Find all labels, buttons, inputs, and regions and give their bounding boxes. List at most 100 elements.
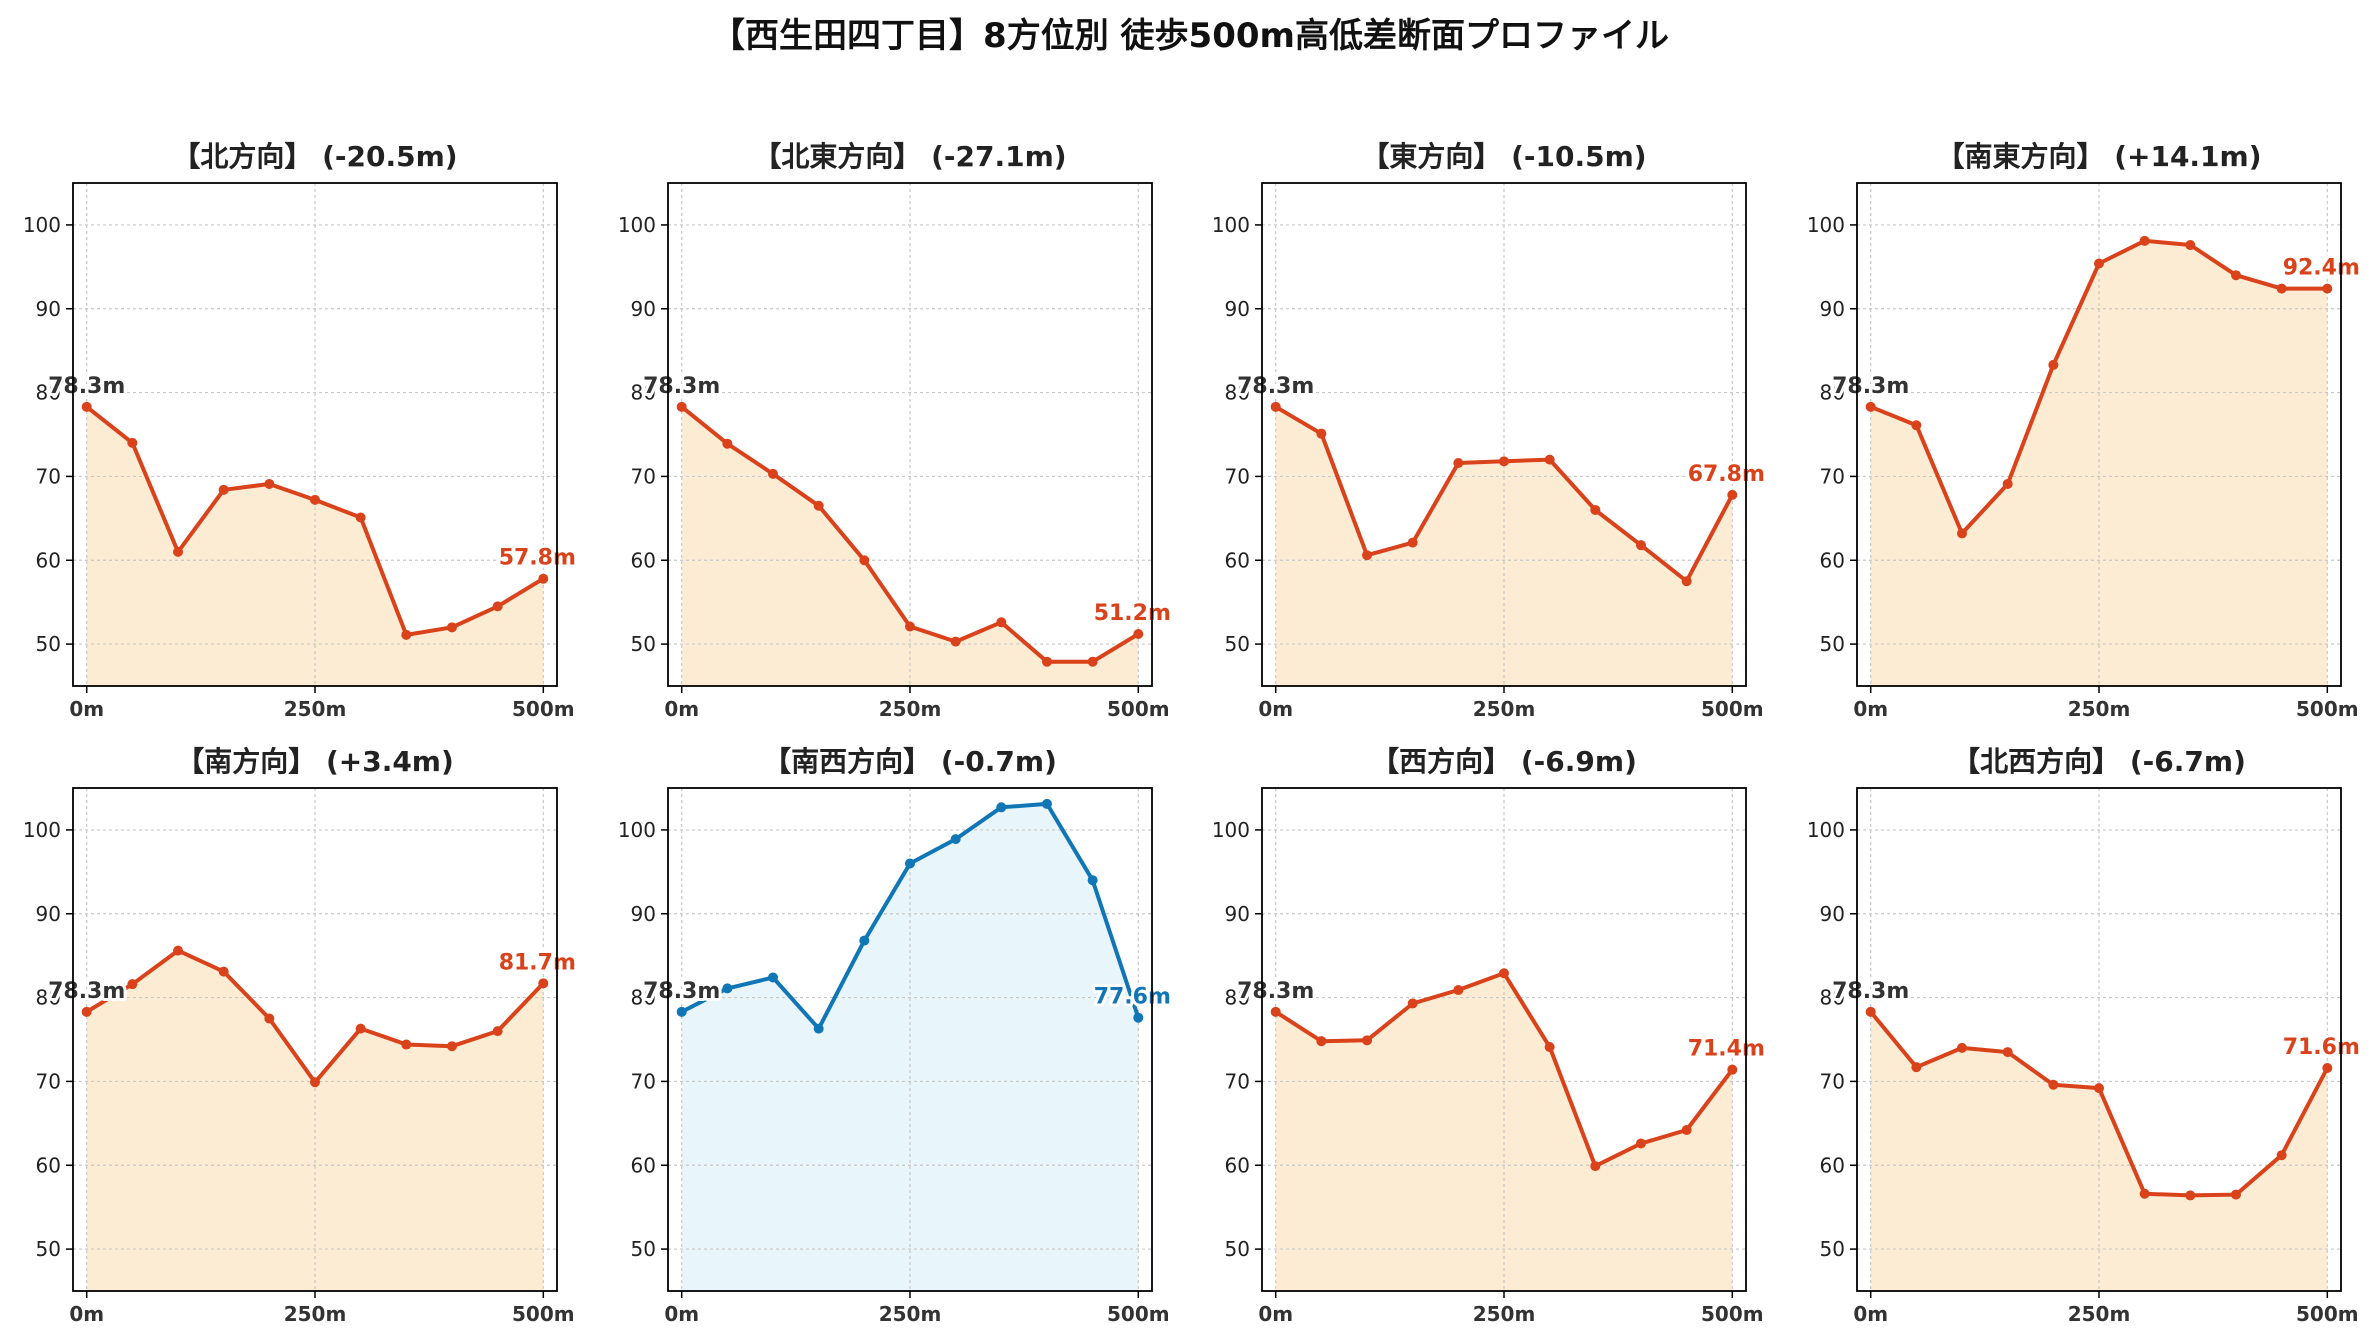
y-tick-label: 80 bbox=[631, 381, 656, 405]
elevation-point bbox=[1499, 968, 1509, 979]
plot-frame bbox=[1856, 787, 2342, 1292]
y-tick-label: 90 bbox=[1225, 297, 1250, 321]
y-tick-label: 90 bbox=[1820, 297, 1845, 321]
x-tick-label: 0m bbox=[69, 697, 104, 721]
x-tick-label: 500m bbox=[2296, 1302, 2359, 1326]
elevation-point bbox=[81, 1006, 92, 1017]
elevation-point bbox=[81, 401, 92, 412]
end-elevation-label: 81.7m bbox=[499, 950, 576, 975]
end-elevation-label: 51.2m bbox=[1094, 601, 1171, 626]
x-tick-label: 500m bbox=[2296, 697, 2359, 721]
elevation-point bbox=[492, 1026, 503, 1037]
elevation-point bbox=[2185, 240, 2196, 251]
y-tick-label: 70 bbox=[36, 1069, 61, 1093]
subplot-5: 【南方向】 (+3.4m) 50 60 70 80 90 100 0m 250m 500m 78.3… bbox=[23, 745, 579, 1326]
elevation-point bbox=[950, 834, 961, 845]
start-elevation-label: 78.3m bbox=[48, 979, 125, 1004]
elevation-point bbox=[2276, 1150, 2287, 1161]
subplot-title: 【南西方向】 (-0.7m) bbox=[763, 745, 1057, 778]
elevation-point bbox=[1911, 420, 1922, 431]
y-tick-label: 90 bbox=[36, 902, 61, 926]
elevation-point bbox=[2276, 283, 2287, 294]
y-tick-label: 100 bbox=[1807, 818, 1845, 842]
elevation-point bbox=[1087, 875, 1098, 886]
start-elevation-label: 78.3m bbox=[643, 979, 720, 1004]
elevation-point bbox=[401, 1039, 412, 1050]
end-elevation-label: 67.8m bbox=[1688, 462, 1765, 487]
y-tick-label: 50 bbox=[36, 632, 61, 656]
x-tick-label: 0m bbox=[1258, 697, 1293, 721]
elevation-point bbox=[859, 935, 870, 946]
y-tick-label: 70 bbox=[36, 464, 61, 488]
x-tick-label: 0m bbox=[1853, 697, 1888, 721]
elevation-point bbox=[722, 983, 733, 994]
y-tick-label: 100 bbox=[618, 818, 656, 842]
y-tick-label: 80 bbox=[36, 986, 61, 1010]
elevation-point bbox=[768, 468, 779, 479]
subplot-4: 【南東方向】 (+14.1m) 50 60 70 80 90 100 0m 250m 500m 78… bbox=[1807, 140, 2363, 721]
x-tick-label: 250m bbox=[1473, 1302, 1536, 1326]
elevation-point bbox=[355, 1023, 366, 1034]
start-elevation-label: 78.3m bbox=[1832, 979, 1909, 1004]
x-tick-label: 250m bbox=[879, 1302, 942, 1326]
y-tick-label: 100 bbox=[23, 818, 61, 842]
x-tick-label: 250m bbox=[2068, 1302, 2131, 1326]
elevation-point bbox=[1133, 1012, 1144, 1023]
y-tick-label: 100 bbox=[618, 213, 656, 237]
y-tick-label: 60 bbox=[36, 1153, 61, 1177]
elevation-point bbox=[813, 500, 824, 511]
elevation-area-fill bbox=[1275, 406, 1733, 686]
elevation-point bbox=[538, 573, 549, 584]
y-tick-label: 100 bbox=[23, 213, 61, 237]
elevation-point bbox=[768, 972, 779, 983]
y-tick-label: 80 bbox=[36, 381, 61, 405]
x-tick-label: 0m bbox=[69, 1302, 104, 1326]
y-tick-label: 90 bbox=[631, 297, 656, 321]
elevation-point bbox=[127, 437, 138, 448]
elevation-area-fill bbox=[1870, 240, 2328, 687]
elevation-point bbox=[1590, 1161, 1601, 1172]
elevation-point bbox=[996, 802, 1007, 813]
x-tick-label: 250m bbox=[2068, 697, 2131, 721]
elevation-point bbox=[676, 1006, 687, 1017]
elevation-point bbox=[1635, 1138, 1646, 1149]
start-elevation-label: 78.3m bbox=[1832, 374, 1909, 399]
elevation-point bbox=[905, 858, 915, 869]
elevation-area-fill bbox=[681, 406, 1139, 686]
elevation-point bbox=[127, 979, 138, 990]
plot-frame bbox=[1856, 182, 2342, 687]
elevation-point bbox=[1041, 798, 1052, 809]
y-tick-label: 100 bbox=[1807, 213, 1845, 237]
subplot-title: 【北方向】 (-20.5m) bbox=[172, 140, 457, 173]
elevation-point bbox=[996, 617, 1007, 628]
x-tick-label: 500m bbox=[1107, 1302, 1170, 1326]
start-elevation-label: 78.3m bbox=[48, 374, 125, 399]
elevation-point bbox=[1453, 985, 1464, 996]
elevation-point bbox=[1681, 1125, 1692, 1136]
y-tick-label: 80 bbox=[1820, 381, 1845, 405]
elevation-point bbox=[1635, 540, 1646, 551]
subplot-title: 【南方向】 (+3.4m) bbox=[176, 745, 454, 778]
y-tick-label: 60 bbox=[1225, 1153, 1250, 1177]
subplot-8: 【北西方向】 (-6.7m) 50 60 70 80 90 100 0m 250m 500m 78.… bbox=[1807, 745, 2363, 1326]
elevation-point bbox=[905, 621, 915, 632]
y-tick-label: 80 bbox=[1225, 381, 1250, 405]
elevation-point bbox=[1407, 537, 1418, 548]
y-tick-label: 70 bbox=[1820, 464, 1845, 488]
end-elevation-label: 71.6m bbox=[2283, 1035, 2360, 1060]
elevation-point bbox=[1727, 1064, 1738, 1075]
y-tick-label: 60 bbox=[1820, 1153, 1845, 1177]
elevation-point bbox=[264, 1013, 275, 1024]
elevation-point bbox=[1727, 489, 1738, 500]
end-elevation-label: 57.8m bbox=[499, 546, 576, 571]
y-tick-label: 60 bbox=[36, 548, 61, 572]
plot-frame bbox=[1261, 182, 1747, 687]
elevation-point bbox=[2048, 359, 2059, 370]
elevation-point bbox=[538, 978, 549, 989]
plot-frame bbox=[72, 787, 558, 1292]
elevation-point bbox=[1957, 528, 1968, 539]
subplot-title: 【西方向】 (-6.9m) bbox=[1371, 745, 1637, 778]
elevation-point bbox=[446, 622, 457, 633]
y-tick-label: 90 bbox=[36, 297, 61, 321]
